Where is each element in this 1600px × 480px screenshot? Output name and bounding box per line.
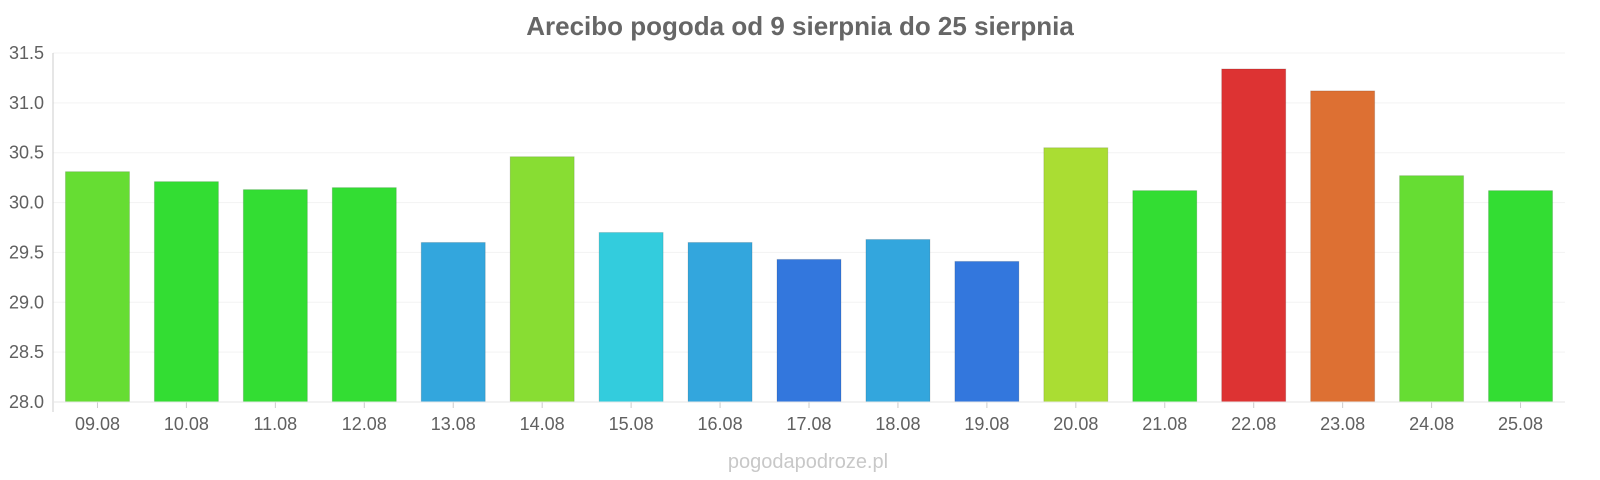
bar [687,241,753,403]
bar [420,241,486,403]
y-axis-ticks: 28.0 28.5 29.0 29.5 30.0 30.5 31.0 31.5 [9,43,44,412]
x-tick-label: 11.08 [253,414,297,434]
x-tick-label: 09.08 [75,414,120,434]
bar [509,156,575,403]
bar [1488,190,1554,403]
x-tick-label: 17.08 [786,414,831,434]
axes [52,53,1565,412]
bar [865,238,931,403]
x-tick-label: 13.08 [431,414,476,434]
bar [1310,90,1376,403]
x-tick-label: 20.08 [1053,414,1098,434]
y-tick-label: 31.5 [9,43,44,63]
x-tick-label: 12.08 [342,414,387,434]
y-tick-label: 31.0 [9,93,44,113]
x-tick-label: 23.08 [1320,414,1365,434]
y-tick-label: 28.5 [9,342,44,362]
x-tick-label: 18.08 [875,414,920,434]
bar [1043,147,1109,403]
bar [1221,68,1287,403]
x-tick-label: 10.08 [164,414,209,434]
y-tick-label: 29.5 [9,242,44,262]
x-tick-label: 21.08 [1142,414,1187,434]
x-tick-label: 14.08 [520,414,565,434]
x-tick-label: 16.08 [698,414,743,434]
x-tick-label: 24.08 [1409,414,1454,434]
x-axis-ticks: 09.08 10.08 11.08 12.08 13.08 14.08 15.08 16.08… [75,414,1543,434]
bar [1132,190,1198,403]
y-tick-label: 29.0 [9,292,44,312]
bar [153,181,219,403]
bars [64,68,1554,403]
x-tick-label: 15.08 [609,414,654,434]
y-tick-label: 30.0 [9,193,44,213]
y-tick-label: 28.0 [9,392,44,412]
bar [954,260,1020,403]
y-tick-label: 30.5 [9,143,44,163]
x-tick-label: 22.08 [1231,414,1276,434]
watermark: pogodapodroze.pl [728,451,888,473]
x-tick-label: 25.08 [1498,414,1543,434]
bar [331,187,397,403]
bar [1399,175,1465,403]
bar [242,189,308,403]
bar [64,171,130,403]
chart-title: Arecibo pogoda od 9 sierpnia do 25 sierp… [526,11,1074,41]
bar [598,231,664,403]
bar [776,258,842,403]
x-tick-label: 19.08 [964,414,1009,434]
